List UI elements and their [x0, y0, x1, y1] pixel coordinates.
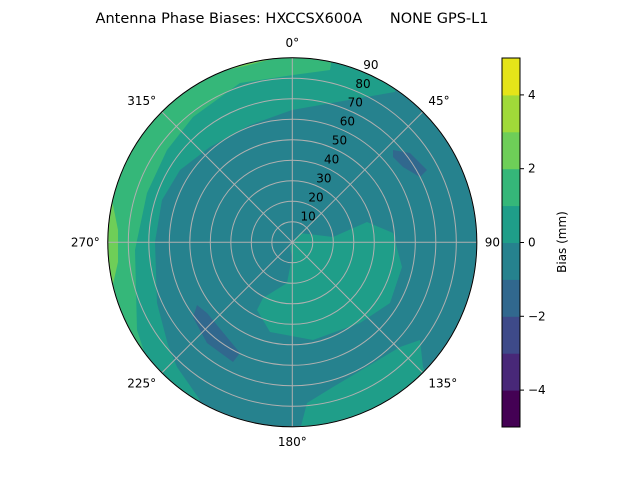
radial-tick-label: 40	[324, 153, 339, 167]
contour-region-0-1-center	[257, 222, 402, 340]
colorbar-band	[502, 242, 520, 280]
angular-tick-label: 315°	[127, 94, 156, 108]
polar-frame	[107, 57, 478, 428]
angular-gridline	[291, 111, 424, 243]
radial-tick-label: 70	[348, 96, 363, 110]
radial-tick-label: 50	[332, 134, 347, 148]
colorbar-band	[502, 58, 520, 96]
colorbar-tick-label: −2	[528, 309, 546, 323]
radial-tick-label: 60	[340, 115, 355, 129]
contour-region-1-2	[107, 57, 335, 390]
colorbar: −4 −2 0 2 4	[501, 57, 546, 428]
angular-tick-label: 0°	[285, 36, 299, 50]
angular-gridline	[161, 241, 293, 374]
colorbar-band	[502, 131, 520, 170]
angular-tick-label: 225°	[127, 376, 156, 390]
colorbar-band	[502, 316, 520, 354]
colorbar-band	[502, 279, 520, 317]
angular-gridline	[161, 111, 293, 243]
colorbar-band	[502, 205, 520, 243]
colorbar-band	[502, 168, 520, 207]
angular-gridline	[291, 241, 424, 374]
radial-tick-label: 10	[301, 209, 316, 223]
colorbar-band	[502, 94, 520, 133]
radial-tick-label: 30	[316, 171, 331, 185]
angular-tick-labels: 0° 45° 90 135° 180° 225° 270° 315°	[71, 36, 500, 449]
radial-tick-label: 20	[308, 190, 323, 204]
colorbar-band	[502, 390, 520, 428]
colorbar-label: Bias (mm)	[555, 211, 569, 273]
chart-title: Antenna Phase Biases: HXCCSX600A NONE GP…	[96, 11, 489, 27]
radial-tick-label: 80	[355, 77, 370, 91]
contour-fills	[107, 57, 477, 427]
radial-tick-labels: 10 20 30 40 50 60 70 80 90	[301, 58, 379, 224]
angular-tick-label: 90	[485, 235, 500, 249]
radial-tick-label: 90	[363, 58, 378, 72]
angular-tick-label: 45°	[428, 94, 449, 108]
colorbar-band	[502, 353, 520, 391]
colorbar-tick-label: 0	[528, 236, 536, 250]
angular-tick-label: 135°	[428, 376, 457, 390]
colorbar-tick-label: −4	[528, 383, 546, 397]
colorbar-tick-label: 4	[528, 88, 536, 102]
angular-tick-label: 270°	[71, 235, 100, 249]
contour-region-neg2-neg1-northeast	[393, 150, 427, 177]
angular-tick-label: 180°	[278, 435, 307, 449]
polar-grid	[107, 57, 478, 428]
colorbar-tick-label: 2	[528, 162, 536, 176]
